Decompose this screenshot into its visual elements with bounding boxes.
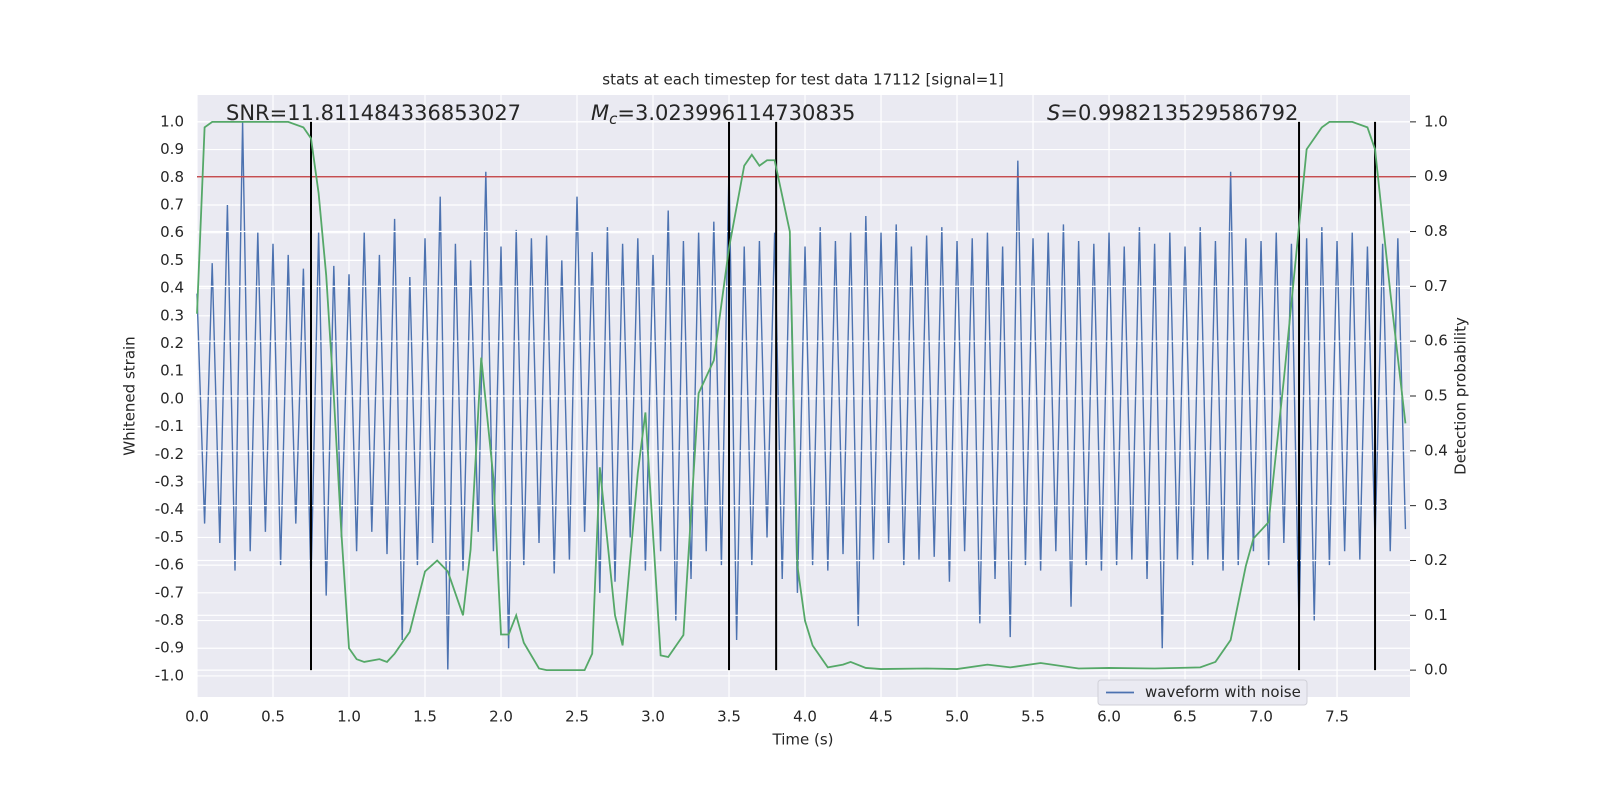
x-tick-label: 4.5 [869, 708, 893, 726]
y-tick-label: 0.4 [160, 279, 184, 297]
y2-tick-label: 0.2 [1424, 551, 1448, 569]
y2-tick-label: 0.6 [1424, 332, 1448, 350]
x-tick-label: 0.5 [261, 708, 285, 726]
y-tick-label: 0.7 [160, 195, 184, 213]
x-axis-label: Time (s) [772, 731, 834, 749]
legend-label: waveform with noise [1145, 683, 1301, 701]
x-tick-label: 1.0 [337, 708, 361, 726]
y2-tick-label: 0.7 [1424, 277, 1448, 295]
y-tick-label: -1.0 [155, 666, 184, 684]
legend-box [1097, 679, 1308, 706]
x-tick-label: 4.0 [793, 708, 817, 726]
y2-tick-label: 0.9 [1424, 167, 1448, 185]
y2-tick-label: 0.5 [1424, 387, 1448, 405]
annotation-text: =3.023996114730835 [617, 101, 855, 125]
y2-axis-label: Detection probability [1452, 317, 1470, 475]
annotation: SNR=11.811484336853027 [226, 101, 521, 125]
annotation-symbol: M [591, 101, 609, 125]
x-tick-label: 1.5 [413, 708, 437, 726]
annotation: Mc=3.023996114730835 [591, 101, 855, 128]
x-tick-label: 7.5 [1325, 708, 1349, 726]
y-tick-label: -0.1 [155, 417, 184, 435]
y-tick-label: -0.5 [155, 528, 184, 546]
annotation-symbol: S [1047, 101, 1060, 125]
y-tick-label: 0.1 [160, 362, 184, 380]
y2-tick-label: 1.0 [1424, 112, 1448, 130]
y-tick-label: 1.0 [160, 112, 184, 130]
annotation: S=0.998213529586792 [1047, 101, 1298, 125]
y-tick-label: -0.2 [155, 445, 184, 463]
x-tick-label: 5.0 [945, 708, 969, 726]
y-tick-label: -0.9 [155, 639, 184, 657]
y2-tick-label: 0.8 [1424, 222, 1448, 240]
series-line [196, 121, 1407, 671]
y-tick-label: -0.6 [155, 556, 184, 574]
x-tick-label: 5.5 [1021, 708, 1045, 726]
x-tick-label: 7.0 [1249, 708, 1273, 726]
x-tick-label: 6.5 [1173, 708, 1197, 726]
y-tick-label: 0.9 [160, 140, 184, 158]
y-tick-label: 0.8 [160, 168, 184, 186]
x-tick-label: 3.5 [717, 708, 741, 726]
y-tick-label: 0.2 [160, 334, 184, 352]
y-tick-label: -0.7 [155, 583, 184, 601]
y-tick-label: 0.5 [160, 251, 184, 269]
y-tick-label: 0.0 [160, 389, 184, 407]
annotation-text: =0.998213529586792 [1060, 101, 1298, 125]
annotation-subscript: c [609, 110, 618, 128]
x-tick-label: 2.0 [489, 708, 513, 726]
y2-tick-label: 0.0 [1424, 661, 1448, 679]
y-axis-label: Whitened strain [121, 336, 139, 455]
x-tick-label: 3.0 [641, 708, 665, 726]
x-tick-label: 0.0 [185, 708, 209, 726]
y-tick-label: 0.6 [160, 223, 184, 241]
x-tick-label: 2.5 [565, 708, 589, 726]
series-line [196, 120, 1407, 672]
y-tick-label: -0.8 [155, 611, 184, 629]
y2-tick-label: 0.4 [1424, 441, 1448, 459]
y2-tick-label: 0.3 [1424, 496, 1448, 514]
y-tick-label: -0.3 [155, 473, 184, 491]
chart-title: stats at each timestep for test data 171… [602, 71, 1003, 89]
y-tick-label: 0.3 [160, 306, 184, 324]
x-tick-label: 6.0 [1097, 708, 1121, 726]
y-tick-label: -0.4 [155, 500, 184, 518]
y2-tick-label: 0.1 [1424, 606, 1448, 624]
annotation-text: SNR=11.811484336853027 [226, 101, 521, 125]
